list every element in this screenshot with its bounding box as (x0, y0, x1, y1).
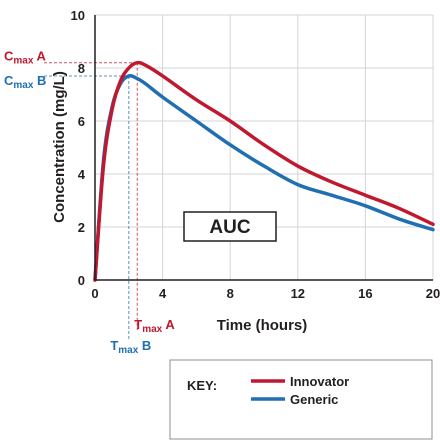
x-tick-label: 16 (358, 286, 372, 301)
series-line-innovator (93, 60, 435, 282)
x-tick-label: 8 (227, 286, 234, 301)
cmax-b-label: Cmax B (4, 73, 46, 91)
legend: KEY: Innovator Generic (169, 359, 433, 440)
y-axis-label: Concentration (mg/L) (51, 71, 68, 223)
legend-title: KEY: (187, 378, 217, 393)
y-tick-label: 2 (78, 220, 85, 235)
x-tick-label: 4 (159, 286, 167, 301)
tmax-a-label: Tmax A (134, 317, 175, 335)
auc-box: AUC (183, 211, 277, 242)
legend-label-innovator: Innovator (290, 374, 349, 389)
y-tick-label: 4 (78, 167, 86, 182)
x-tick-label: 20 (426, 286, 440, 301)
x-tick-label: 0 (91, 286, 98, 301)
axes (94, 15, 433, 281)
x-tick-label: 12 (291, 286, 305, 301)
y-tick-label: 0 (78, 273, 85, 288)
legend-label-generic: Generic (290, 392, 338, 407)
y-tick-label: 8 (78, 61, 85, 76)
x-axis-label: Time (hours) (217, 317, 308, 334)
series-line-generic (93, 74, 435, 282)
cmax-a-label: Cmax A (4, 49, 47, 67)
annotation-guides (44, 62, 138, 340)
tick-labels: 0 2 4 6 8 10 0 4 8 12 16 20 (71, 8, 440, 301)
annotation-labels: Cmax A Cmax B Tmax A Tmax B (4, 49, 175, 356)
tmax-b-label: Tmax B (110, 338, 151, 356)
auc-label: AUC (209, 217, 250, 238)
series-layer (93, 60, 435, 282)
y-tick-label: 6 (78, 114, 85, 129)
y-tick-label: 10 (71, 8, 85, 23)
